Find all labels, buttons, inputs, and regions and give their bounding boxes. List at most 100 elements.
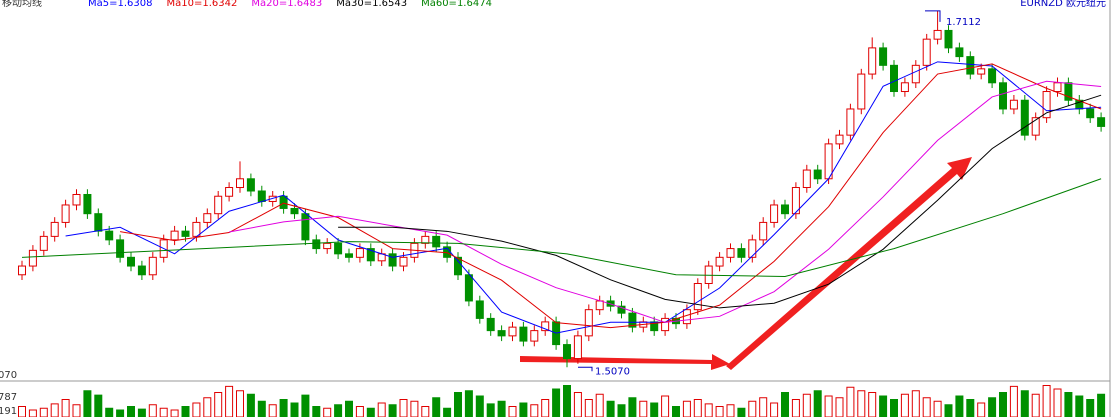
left-axis-label: 787	[0, 392, 17, 403]
indicator-title: 移动均线	[2, 0, 42, 9]
candle-body	[301, 213, 310, 241]
volume-bar	[552, 388, 561, 417]
candle-body	[890, 64, 898, 93]
volume-bar	[704, 403, 713, 417]
volume-bar	[541, 399, 550, 417]
volume-bar	[857, 390, 866, 417]
candle-body	[399, 256, 408, 267]
candle-body	[355, 248, 364, 258]
volume-bar	[584, 399, 593, 417]
volume-bar	[824, 395, 833, 417]
annotation-label: 1.5070	[595, 366, 630, 377]
volume-bar	[868, 392, 877, 417]
candle-body	[1020, 99, 1029, 136]
volume-bar	[530, 404, 539, 417]
candle-body	[18, 265, 26, 276]
ma-line	[120, 63, 1102, 329]
volume-bar	[475, 395, 484, 417]
candle-body	[137, 265, 146, 276]
volume-bar	[203, 397, 212, 417]
volume-bar	[781, 392, 789, 417]
candle-body	[715, 256, 724, 267]
candle-body	[475, 300, 484, 319]
volume-bar	[181, 406, 190, 417]
candle-body	[312, 239, 321, 250]
volume-bar	[94, 394, 103, 417]
candle-body	[127, 256, 135, 267]
candle-body	[28, 249, 37, 267]
volume-bar	[1042, 385, 1051, 417]
volume-bar	[366, 407, 375, 417]
ma-line	[21, 178, 1102, 278]
candle-body	[791, 187, 800, 215]
volume-bar	[966, 399, 975, 417]
candle-body	[236, 178, 244, 189]
candle-body	[105, 230, 114, 241]
candle-body	[944, 29, 953, 49]
volume-bar	[159, 407, 168, 417]
volume-bar	[399, 399, 408, 417]
candle-body	[563, 344, 571, 360]
candle-body	[813, 169, 822, 180]
volume-bar	[573, 392, 582, 417]
volume-bar	[301, 394, 310, 417]
volume-bar	[1086, 399, 1095, 417]
volume-bar	[1020, 390, 1029, 417]
ma-line	[229, 80, 1102, 323]
ma-line	[338, 94, 1102, 309]
candle-body	[421, 235, 430, 244]
volume-bar	[802, 393, 811, 417]
volume-bar	[900, 393, 909, 417]
candle-body	[911, 64, 920, 84]
volume-bar	[39, 407, 48, 417]
candle-body	[72, 193, 81, 206]
candle-body	[170, 230, 179, 241]
volume-bar	[846, 386, 855, 417]
candle-body	[279, 195, 288, 209]
volume-bar	[737, 407, 746, 417]
candle-body	[584, 309, 593, 337]
annotation-leader	[578, 366, 593, 372]
legend-entry: Ma10=1.6342	[167, 0, 238, 9]
candle-body	[1031, 117, 1040, 136]
volume-bar	[454, 392, 462, 417]
volume-bar	[127, 406, 135, 417]
candle-body	[1053, 82, 1062, 93]
legend-entry: Ma20=1.6483	[251, 0, 322, 9]
volume-bar	[606, 400, 615, 417]
candle-body	[759, 221, 768, 241]
candle-body	[530, 330, 539, 342]
volume-bar	[955, 395, 964, 417]
volume-bar	[334, 404, 343, 417]
volume-bar	[72, 404, 81, 417]
volume-bar	[410, 400, 419, 417]
candle-body	[366, 248, 375, 262]
volume-bar	[225, 385, 234, 417]
volume-bar	[28, 409, 37, 417]
candle-body	[83, 193, 92, 215]
candle-body	[693, 283, 702, 311]
candle-body	[595, 300, 604, 311]
volume-bar	[236, 390, 244, 417]
candle-body	[214, 195, 223, 215]
candle-body	[824, 143, 833, 180]
candle-body	[246, 178, 255, 192]
annotation-label: 1.7112	[946, 17, 981, 28]
volume-bar	[1053, 388, 1062, 417]
volume-bar	[879, 395, 888, 417]
volume-bar	[312, 406, 321, 417]
volume-bar	[214, 392, 223, 417]
candle-body	[726, 248, 735, 258]
left-axis-label: 191	[0, 406, 17, 417]
candle-body	[846, 108, 855, 136]
volume-bar	[421, 406, 430, 417]
candle-body	[61, 204, 70, 223]
volume-bar	[148, 404, 157, 417]
volume-bar	[661, 395, 670, 417]
candle-body	[573, 335, 582, 360]
volume-bar	[1075, 395, 1084, 417]
volume-bar	[170, 409, 179, 417]
volume-bar	[628, 397, 637, 417]
